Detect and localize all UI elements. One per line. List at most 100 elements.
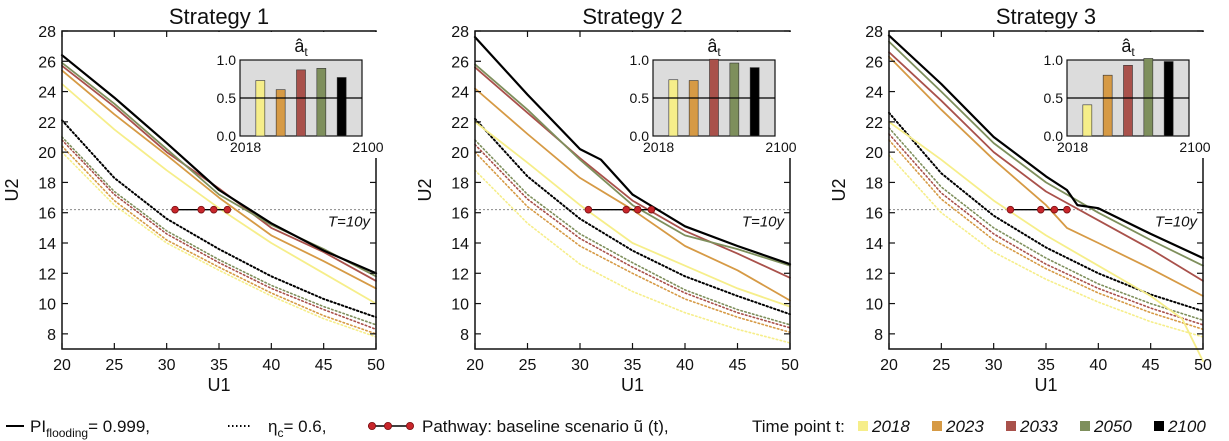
pathway-point-4 [223,205,232,214]
series-line-2033-dotted [474,143,791,329]
legend-pi-label: PIflooding= 0.999, [30,417,150,440]
legend-swatch-2050 [1080,421,1090,431]
legend-pathway-swatch [367,421,414,430]
y-tick-label: 16 [38,206,56,223]
y-axis-label: U2 [415,178,435,201]
series-line-2023-dotted [474,151,791,334]
inset-y-tick-label: 0.0 [630,128,650,144]
series-line-2018-dotted [61,151,377,338]
inset-bar-2033 [296,69,306,137]
inset-bar-2023 [1102,74,1113,137]
series-line-2100-dotted [474,117,791,316]
inset-y-tick-label: 0.5 [630,90,650,106]
inset-bar-2100 [336,77,347,137]
y-tick-label: 10 [451,297,469,314]
legend: PIflooding= 0.999, ηc= 0.6, Pathway: bas… [6,417,1206,440]
y-tick-label: 14 [38,236,56,253]
panel-2: T=10y 20 25 30 35 40 45 50 8 10 12 14 16 18 20 22 24 26 28… [415,4,799,395]
x-tick-label: 30 [571,357,589,374]
x-tick-label: 25 [519,357,537,374]
reference-line-label: T=10y [328,214,372,231]
legend-year-2018: 2018 [871,417,910,436]
y-tick-label: 20 [865,145,883,162]
y-tick-label: 16 [451,206,469,223]
inset-bar-2033 [1123,65,1133,137]
x-tick-label: 20 [53,357,71,374]
x-tick-label: 45 [315,357,333,374]
inset-bar-2018 [668,79,679,137]
series-line-2050-solid [888,40,1204,267]
inset-bar-2100 [749,67,760,137]
x-tick-label: 50 [367,357,385,374]
inset-y-tick-label: 1.0 [1044,52,1064,68]
series-line-2050-solid [61,61,377,278]
pathway-point-1 [171,205,179,214]
legend-year-2050: 2050 [1093,417,1132,436]
series-line-2033-dotted [888,133,1204,326]
y-axis-label: U2 [2,178,22,201]
y-tick-label: 24 [451,85,469,102]
legend-year-2100: 2100 [1167,417,1206,436]
inset-x-end-label: 2100 [765,139,796,155]
x-tick-label: 40 [676,357,694,374]
pathway-point-4 [1063,205,1071,214]
y-tick-label: 10 [865,297,883,314]
pathway-point-3 [1050,205,1059,214]
y-tick-label: 10 [38,297,56,314]
inset-x-start-label: 2018 [230,139,261,155]
legend-eta-label: ηc= 0.6, [268,417,326,440]
legend-time-label: Time point t: [752,417,845,436]
series-line-2033-solid [474,66,791,279]
series-line-2023-dotted [888,139,1204,331]
y-tick-label: 18 [865,175,883,192]
inset-bar-2100 [1163,61,1174,137]
y-tick-label: 12 [451,266,469,283]
x-axis-label: U1 [621,375,644,395]
pathway-point-2 [1036,205,1045,214]
y-tick-label: 28 [451,24,469,41]
x-tick-label: 35 [624,357,642,374]
series-line-2018-solid [888,121,1204,363]
inset-y-tick-label: 1.0 [217,52,237,68]
reference-line-label: T=10y [1155,214,1199,231]
pathway-point-2 [197,205,206,214]
series-line-2050-solid [474,63,791,267]
y-tick-label: 22 [38,115,56,132]
series-line-2050-dotted [61,136,377,326]
y-tick-label: 20 [38,145,56,162]
y-tick-label: 16 [865,206,883,223]
series-line-2023-dotted [61,145,377,335]
y-tick-label: 8 [460,327,469,344]
y-tick-label: 20 [451,145,469,162]
pathway-point-1 [584,205,593,214]
y-tick-label: 26 [38,54,56,71]
panel-3: T=10y 20 25 30 35 40 45 50 8 10 12 14 16 18 20 22 24 26 28… [829,4,1212,395]
y-tick-label: 28 [38,24,56,41]
pathway-point-1 [1006,205,1015,214]
x-tick-label: 20 [880,357,898,374]
legend-swatch-2018 [858,421,868,431]
series-line-2018-dotted [888,154,1204,338]
y-tick-label: 26 [865,54,883,71]
y-tick-label: 24 [865,85,883,102]
inset-chart: 0.0 0.5 1.0 2018 2100 ât [206,32,384,158]
inset-bar-2050 [729,62,740,137]
series-line-2018-solid [61,83,377,305]
inset-x-end-label: 2100 [1179,139,1210,155]
series-line-2100-solid [887,34,1205,260]
x-tick-label: 25 [105,357,123,374]
series-line-2050-dotted [474,139,791,326]
x-tick-label: 35 [210,357,228,374]
x-tick-label: 40 [262,357,280,374]
y-tick-label: 12 [865,266,883,283]
legend-pathway-label: Pathway: baseline scenario ũ (t), [422,417,669,436]
inset-y-tick-label: 0.5 [217,90,237,106]
legend-swatch-2033 [1006,421,1016,431]
inset-bar-2018 [255,80,266,137]
y-tick-label: 8 [874,327,883,344]
pathway-point-2 [622,205,630,214]
series-line-2100-dotted [888,111,1204,313]
y-tick-label: 28 [865,24,883,41]
inset-bar-2023 [275,89,286,137]
inset-y-tick-label: 0.5 [1044,90,1064,106]
